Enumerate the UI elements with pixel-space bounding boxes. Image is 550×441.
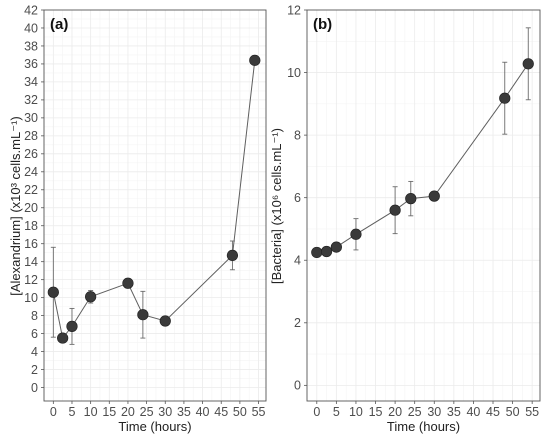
data-point	[330, 241, 342, 253]
x-tick-label: 5	[69, 405, 76, 419]
y-tick-label: 8	[294, 128, 301, 142]
y-tick-label: 10	[287, 66, 301, 80]
x-tick-label: 55	[525, 405, 539, 419]
x-tick-label: 35	[447, 405, 461, 419]
y-tick-label: 40	[24, 21, 38, 35]
data-point	[499, 92, 511, 104]
data-point	[226, 249, 239, 261]
y-tick-label: 8	[31, 309, 38, 323]
y-tick-label: 24	[24, 165, 38, 179]
x-tick-label: 10	[84, 405, 98, 419]
x-tick-label: 15	[102, 405, 116, 419]
data-point	[137, 309, 149, 321]
x-tick-label: 0	[313, 405, 320, 419]
x-tick-label: 50	[233, 405, 247, 419]
y-tick-label: 4	[294, 254, 301, 268]
x-tick-label: 20	[121, 405, 135, 419]
y-tick-label: 16	[24, 237, 38, 251]
y-tick-label: 2	[31, 363, 38, 377]
y-tick-label: 10	[24, 291, 38, 305]
x-tick-label: 55	[252, 405, 266, 419]
x-axis-title: Time (hours)	[118, 419, 191, 434]
y-tick-label: 6	[294, 191, 301, 205]
y-tick-label: 22	[24, 183, 38, 197]
x-tick-label: 25	[408, 405, 422, 419]
x-tick-label: 15	[369, 405, 383, 419]
y-tick-label: 6	[31, 327, 38, 341]
y-tick-label: 38	[24, 39, 38, 53]
x-tick-label: 45	[486, 405, 500, 419]
data-point	[66, 320, 78, 332]
data-point	[522, 58, 534, 70]
x-tick-label: 45	[214, 405, 228, 419]
y-tick-label: 14	[24, 255, 38, 269]
x-tick-label: 10	[349, 405, 363, 419]
y-tick-label: 4	[31, 345, 38, 359]
x-tick-label: 5	[333, 405, 340, 419]
data-point	[320, 245, 333, 258]
x-tick-label: 50	[506, 405, 520, 419]
x-tick-label: 35	[177, 405, 191, 419]
x-tick-label: 40	[196, 405, 210, 419]
data-point	[311, 246, 323, 259]
x-tick-label: 20	[388, 405, 402, 419]
y-axis-title: [Bacteria] (x10⁶ cells.mL⁻¹)	[269, 128, 284, 284]
panel-border	[306, 9, 541, 402]
y-axis-title: [Alexandrium] (x10³ cells.mL⁻¹)	[8, 116, 23, 296]
y-tick-label: 26	[24, 147, 38, 161]
data-point	[57, 332, 69, 344]
y-tick-label: 34	[24, 75, 38, 89]
x-tick-label: 30	[427, 405, 441, 419]
chart-panel-a: 0 5 10 15 20 25 30 35 40 45 50 55024681012141618202…	[8, 3, 267, 434]
y-tick-label: 30	[24, 111, 38, 125]
data-point	[350, 228, 362, 240]
y-tick-label: 32	[24, 93, 38, 107]
y-tick-label: 0	[294, 379, 301, 393]
x-tick-label: 25	[140, 405, 154, 419]
y-tick-label: 28	[24, 129, 38, 143]
x-axis-title: Time (hours)	[387, 419, 460, 434]
y-tick-label: 0	[31, 381, 38, 395]
panel-label: (a)	[50, 16, 68, 33]
y-tick-label: 20	[24, 201, 38, 215]
y-tick-label: 12	[287, 3, 301, 17]
data-point	[159, 315, 171, 327]
y-tick-label: 18	[24, 219, 38, 233]
data-point	[47, 286, 59, 298]
x-tick-label: 0	[50, 405, 57, 419]
data-point	[122, 277, 134, 289]
panel-label: (b)	[313, 16, 332, 33]
y-tick-label: 42	[24, 3, 38, 17]
data-point	[249, 54, 261, 66]
data-point	[85, 291, 97, 303]
x-tick-label: 40	[466, 405, 480, 419]
data-point	[389, 204, 401, 216]
panel-border	[43, 9, 267, 402]
data-point	[428, 190, 440, 202]
y-tick-label: 36	[24, 57, 38, 71]
x-tick-label: 30	[158, 405, 172, 419]
y-tick-label: 2	[294, 316, 301, 330]
data-point	[405, 193, 417, 205]
y-tick-label: 12	[24, 273, 38, 287]
